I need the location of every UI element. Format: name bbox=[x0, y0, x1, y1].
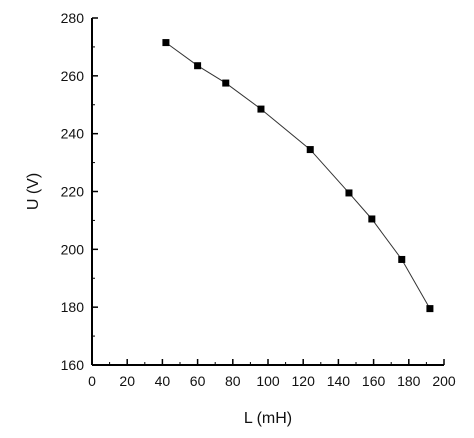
data-point bbox=[345, 189, 353, 197]
data-point bbox=[257, 105, 265, 113]
y-tick-label: 220 bbox=[61, 184, 85, 200]
x-tick-label: 40 bbox=[155, 373, 171, 389]
y-tick-label: 280 bbox=[61, 10, 85, 26]
y-tick-label: 260 bbox=[61, 68, 85, 84]
x-axis-label: L (mH) bbox=[244, 410, 292, 427]
y-tick-label: 180 bbox=[61, 299, 85, 315]
series-group bbox=[162, 39, 434, 313]
data-point bbox=[426, 305, 434, 313]
x-tick-label: 60 bbox=[190, 373, 206, 389]
x-tick-label: 0 bbox=[88, 373, 96, 389]
y-tick-label: 240 bbox=[61, 126, 85, 142]
data-point bbox=[398, 255, 406, 263]
data-point bbox=[222, 79, 230, 87]
x-tick-label: 200 bbox=[432, 373, 456, 389]
x-tick-label: 120 bbox=[292, 373, 316, 389]
axes: 0 20 40 60 80 100 120 140 160 180 200 160 180 200 220 2… bbox=[61, 10, 456, 389]
x-tick-label: 160 bbox=[362, 373, 386, 389]
y-tick-label: 200 bbox=[61, 241, 85, 257]
data-point bbox=[194, 62, 202, 70]
series-line bbox=[165, 42, 431, 309]
x-tick-label: 180 bbox=[397, 373, 421, 389]
data-point bbox=[368, 215, 376, 223]
x-tick-label: 20 bbox=[119, 373, 135, 389]
data-point bbox=[162, 39, 170, 47]
x-tick-label: 80 bbox=[225, 373, 241, 389]
data-point bbox=[306, 146, 314, 154]
x-tick-label: 100 bbox=[256, 373, 280, 389]
y-axis-label: U (V) bbox=[25, 173, 42, 210]
x-tick-label: 140 bbox=[327, 373, 351, 389]
y-tick-label: 160 bbox=[61, 357, 85, 373]
